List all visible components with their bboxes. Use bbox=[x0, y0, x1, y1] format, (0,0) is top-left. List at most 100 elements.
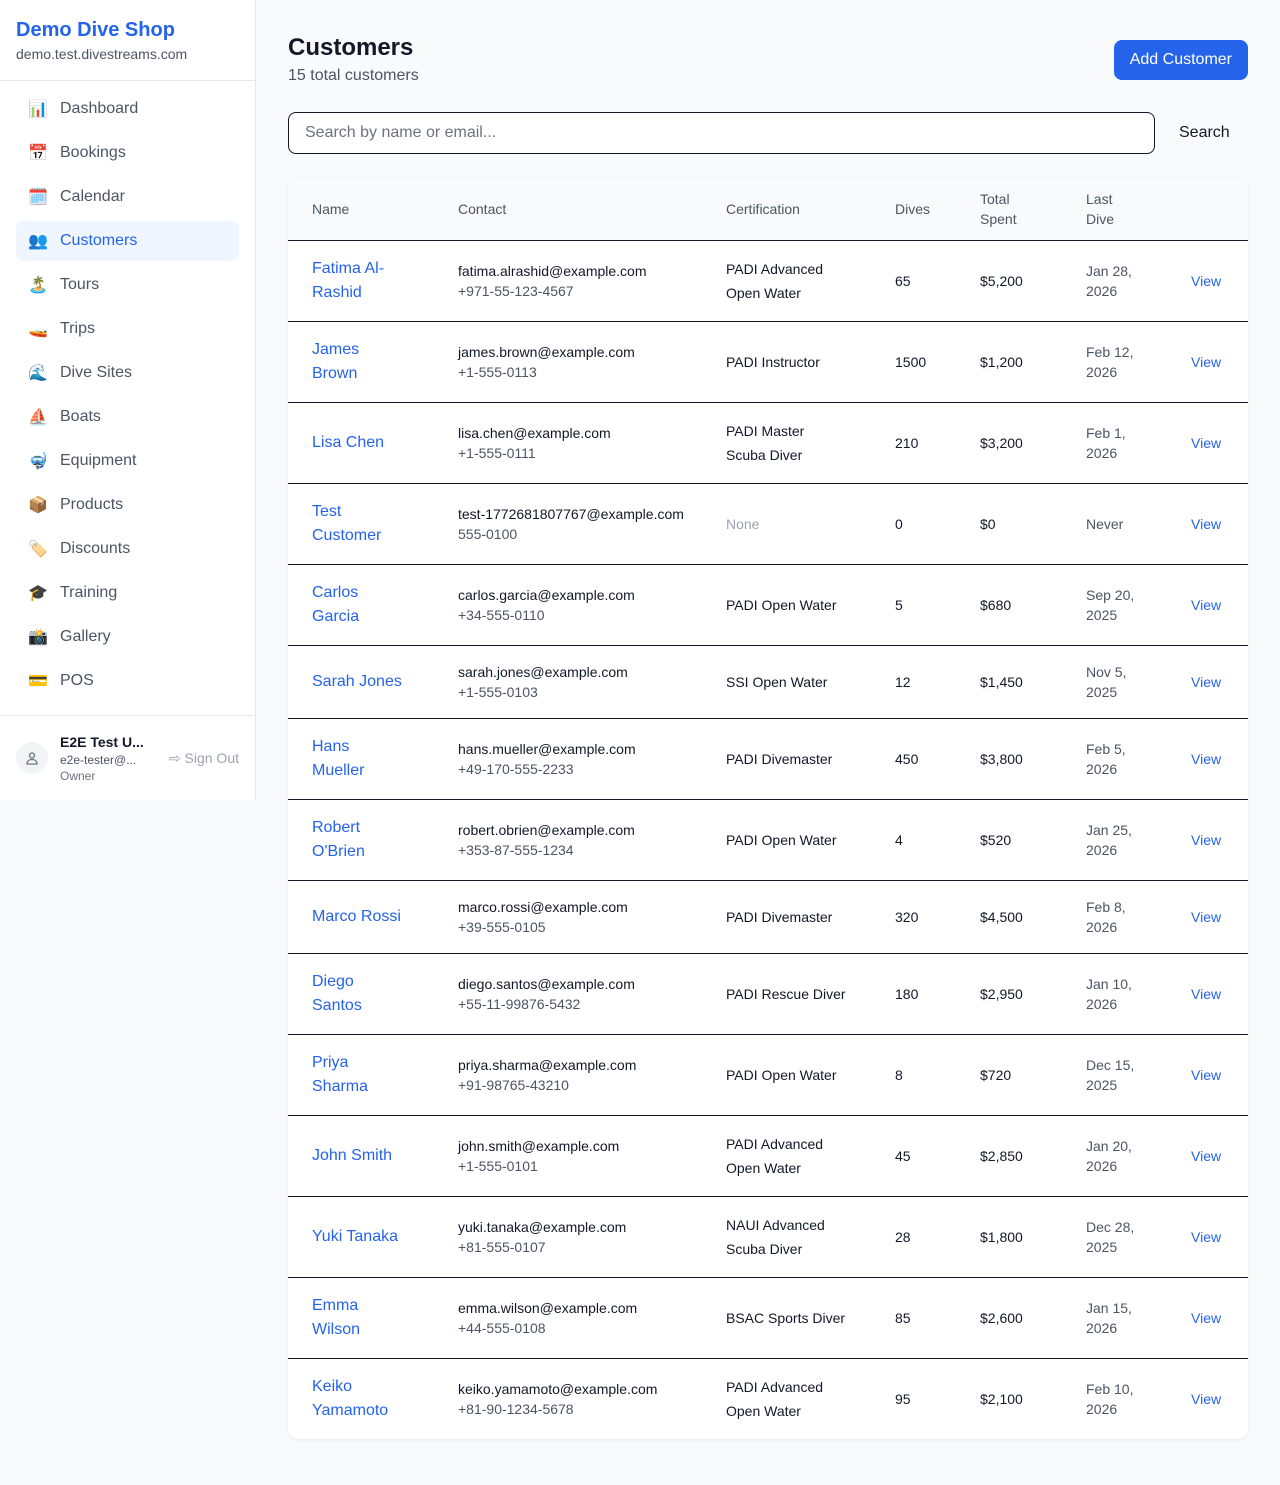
table-row: Marco Rossi marco.rossi@example.com +39-5… bbox=[288, 880, 1248, 954]
customer-name-link[interactable]: Emma Wilson bbox=[312, 1296, 361, 1338]
customer-last-dive: Feb 1, 2026 bbox=[1062, 402, 1167, 484]
sidebar-item-tours[interactable]: 🏝️ Tours bbox=[16, 265, 239, 305]
table-row: Diego Santos diego.santos@example.com +55… bbox=[288, 953, 1248, 1035]
customer-name-link[interactable]: Sarah Jones bbox=[312, 672, 402, 690]
customer-name-link[interactable]: James Brown bbox=[312, 340, 360, 382]
customer-certification: PADI Divemaster bbox=[702, 880, 871, 954]
customer-total-spent: $3,800 bbox=[956, 718, 1062, 800]
view-customer-link[interactable]: View bbox=[1191, 1066, 1222, 1083]
customer-phone: 555-0100 bbox=[458, 525, 518, 542]
sidebar-item-gallery[interactable]: 📸 Gallery bbox=[16, 617, 239, 657]
customer-name-link[interactable]: Fatima Al-Rashid bbox=[312, 259, 385, 301]
col-contact: Contact bbox=[434, 178, 702, 241]
shop-name[interactable]: Demo Dive Shop bbox=[16, 19, 175, 41]
customer-total-spent: $1,800 bbox=[956, 1196, 1062, 1278]
table-row: Test Customer test-1772681807767@example… bbox=[288, 483, 1248, 565]
col-name: Name bbox=[288, 178, 434, 241]
customer-phone: +1-555-0101 bbox=[458, 1157, 538, 1174]
diving-mask-icon: 🤿 bbox=[28, 453, 48, 470]
customer-certification: BSAC Sports Diver bbox=[702, 1277, 871, 1359]
sidebar-item-bookings[interactable]: 📅 Bookings bbox=[16, 133, 239, 173]
customer-dives: 180 bbox=[871, 953, 956, 1035]
customer-total-spent: $2,950 bbox=[956, 953, 1062, 1035]
customer-name-link[interactable]: Robert O'Brien bbox=[312, 818, 365, 860]
customer-name-link[interactable]: Hans Mueller bbox=[312, 737, 365, 779]
customer-dives: 1500 bbox=[871, 321, 956, 403]
customer-last-dive: Jan 15, 2026 bbox=[1062, 1277, 1167, 1359]
view-customer-link[interactable]: View bbox=[1191, 985, 1222, 1002]
sidebar-item-trips[interactable]: 🚤 Trips bbox=[16, 309, 239, 349]
customer-phone: +81-555-0107 bbox=[458, 1238, 546, 1255]
customer-name-link[interactable]: Carlos Garcia bbox=[312, 583, 360, 625]
table-row: Sarah Jones sarah.jones@example.com +1-55… bbox=[288, 645, 1248, 719]
view-customer-link[interactable]: View bbox=[1191, 596, 1222, 613]
view-customer-link[interactable]: View bbox=[1191, 673, 1222, 690]
customer-email: hans.mueller@example.com bbox=[458, 740, 636, 757]
table-row: James Brown james.brown@example.com +1-55… bbox=[288, 321, 1248, 403]
sidebar-item-dive-sites[interactable]: 🌊 Dive Sites bbox=[16, 353, 239, 393]
customer-total-spent: $5,200 bbox=[956, 240, 1062, 322]
page-title: Customers bbox=[288, 34, 414, 61]
customer-last-dive: Jan 20, 2026 bbox=[1062, 1115, 1167, 1197]
col-dives: Dives bbox=[871, 178, 956, 241]
customer-dives: 210 bbox=[871, 402, 956, 484]
sidebar-item-calendar[interactable]: 🗓️ Calendar bbox=[16, 177, 239, 217]
search-button[interactable]: Search bbox=[1167, 124, 1242, 142]
customer-dives: 95 bbox=[895, 1390, 911, 1407]
view-customer-link[interactable]: View bbox=[1191, 515, 1222, 532]
sidebar-item-training[interactable]: 🎓 Training bbox=[16, 573, 239, 613]
customer-name-link[interactable]: Priya Sharma bbox=[312, 1053, 369, 1095]
sidebar-item-products[interactable]: 📦 Products bbox=[16, 485, 239, 525]
view-customer-link[interactable]: View bbox=[1191, 1228, 1222, 1245]
customer-name-link[interactable]: Keiko Yamamoto bbox=[312, 1377, 389, 1419]
sidebar-item-label: Equipment bbox=[60, 452, 137, 469]
customer-name-link[interactable]: Yuki Tanaka bbox=[312, 1227, 398, 1245]
customer-certification: PADI Advanced Open Water bbox=[702, 240, 871, 322]
customer-total-spent: $2,850 bbox=[956, 1115, 1062, 1197]
customer-last-dive: Feb 10, 2026 bbox=[1086, 1380, 1134, 1417]
customer-name-link[interactable]: Diego Santos bbox=[312, 972, 362, 1014]
add-customer-button[interactable]: Add Customer bbox=[1113, 40, 1248, 80]
view-customer-link[interactable]: View bbox=[1191, 1390, 1222, 1407]
view-customer-link[interactable]: View bbox=[1191, 1147, 1222, 1164]
tag-icon: 🏷️ bbox=[28, 541, 48, 558]
table-row: Robert O'Brien robert.obrien@example.com… bbox=[288, 799, 1248, 881]
view-customer-link[interactable]: View bbox=[1191, 831, 1222, 848]
user-panel: E2E Test U... e2e-tester@... Owner ⇨ Sig… bbox=[0, 715, 255, 800]
view-customer-link[interactable]: View bbox=[1191, 750, 1222, 767]
sidebar-item-discounts[interactable]: 🏷️ Discounts bbox=[16, 529, 239, 569]
table-row: John Smith john.smith@example.com +1-555-… bbox=[288, 1115, 1248, 1197]
customer-last-dive: Feb 5, 2026 bbox=[1062, 718, 1167, 800]
view-customer-link[interactable]: View bbox=[1191, 1309, 1222, 1326]
view-customer-link[interactable]: View bbox=[1191, 908, 1222, 925]
sidebar-item-label: Customers bbox=[60, 232, 138, 249]
users-icon: 👥 bbox=[28, 233, 48, 250]
sidebar-item-label: Products bbox=[60, 496, 124, 513]
customer-name-link[interactable]: Lisa Chen bbox=[312, 433, 385, 451]
customer-certification: PADI Rescue Diver bbox=[702, 953, 871, 1035]
customer-total-spent: $1,200 bbox=[956, 321, 1062, 403]
search-input[interactable] bbox=[288, 112, 1155, 154]
user-email: e2e-tester@... bbox=[60, 753, 137, 767]
customer-phone: +34-555-0110 bbox=[458, 606, 545, 623]
customer-name-link[interactable]: John Smith bbox=[312, 1146, 393, 1164]
sidebar-item-customers[interactable]: 👥 Customers bbox=[16, 221, 239, 261]
customer-phone: +353-87-555-1234 bbox=[458, 841, 574, 858]
sidebar-item-dashboard[interactable]: 📊 Dashboard bbox=[16, 89, 239, 129]
customer-certification: NAUI Advanced Scuba Diver bbox=[702, 1196, 871, 1278]
customer-certification: PADI Advanced Open Water bbox=[702, 1115, 871, 1197]
view-customer-link[interactable]: View bbox=[1191, 272, 1222, 289]
view-customer-link[interactable]: View bbox=[1191, 434, 1222, 451]
customer-name-link[interactable]: Marco Rossi bbox=[312, 907, 401, 925]
camera-icon: 📸 bbox=[28, 629, 48, 646]
customer-total-spent: $720 bbox=[956, 1034, 1062, 1116]
sidebar-item-equipment[interactable]: 🤿 Equipment bbox=[16, 441, 239, 481]
customer-name-link[interactable]: Test Customer bbox=[312, 502, 382, 544]
sign-out-button[interactable]: ⇨ Sign Out bbox=[169, 750, 239, 767]
sidebar-item-boats[interactable]: ⛵ Boats bbox=[16, 397, 239, 437]
view-customer-link[interactable]: View bbox=[1191, 353, 1222, 370]
customer-phone: +81-90-1234-5678 bbox=[458, 1400, 574, 1417]
graduation-cap-icon: 🎓 bbox=[28, 585, 48, 602]
user-name: E2E Test U... bbox=[60, 734, 144, 750]
sidebar-item-pos[interactable]: 💳 POS bbox=[16, 661, 239, 701]
